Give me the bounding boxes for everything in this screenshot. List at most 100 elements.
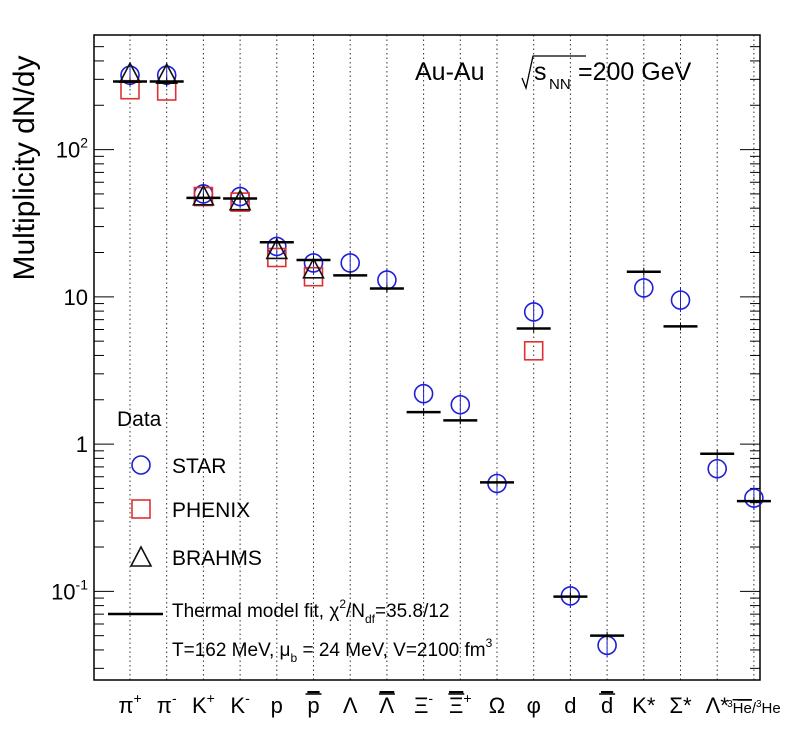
star-point — [633, 278, 654, 298]
label-base: π — [157, 693, 172, 718]
label-sup: - — [172, 690, 177, 706]
y-tick-exp: -1 — [76, 576, 89, 592]
label-sup: - — [428, 690, 433, 706]
x-tick-label: d — [601, 693, 613, 718]
brahms-point — [228, 188, 252, 211]
label-base: Ξ — [414, 693, 428, 718]
label-base: He — [733, 700, 752, 717]
label-base: Ω — [489, 693, 505, 718]
fit-sq: 2 — [339, 597, 346, 611]
label-base: Ξ — [449, 693, 463, 718]
x-tick-label: Ξ- — [414, 690, 433, 718]
x-tick-label: π+ — [118, 690, 141, 718]
label-base: K — [230, 693, 245, 718]
legend-params-label: T=162 MeV, μb = 24 MeV, V=2100 fm3 — [172, 636, 493, 665]
label-base: K* — [632, 693, 656, 718]
x-tick-label: Ω — [489, 693, 505, 718]
sqrt-sign-icon — [521, 55, 586, 91]
label-base: p — [307, 693, 319, 718]
brahms-point — [302, 257, 325, 279]
fit-tail: =35.8/12 — [375, 601, 450, 622]
title-nn: NN — [549, 76, 571, 93]
title-energy: =200 GeV — [578, 58, 692, 86]
label-pre2: 3 — [756, 699, 762, 710]
label-sup: + — [207, 690, 215, 706]
x-tick-label: Λ — [343, 693, 358, 718]
label-base: d — [601, 693, 613, 718]
label-base: d — [564, 693, 576, 718]
legend-brahms-marker — [129, 545, 153, 567]
legend-header: Data — [117, 408, 162, 431]
legend-brahms-label: BRAHMS — [172, 547, 262, 570]
y-tick-exp: 2 — [80, 135, 88, 151]
star-point — [266, 236, 287, 257]
label-slash: / — [752, 700, 757, 717]
legend-fit-label: Thermal model fit, χ2/Ndf=35.8/12 — [172, 597, 450, 626]
x-tick-label: 3He/3He — [727, 699, 781, 717]
legend-phenix-marker — [131, 499, 151, 519]
phenix-point — [523, 341, 544, 361]
label-sup: + — [134, 690, 142, 706]
plot-frame — [93, 34, 761, 681]
star-point — [707, 458, 728, 479]
x-tick-label: K+ — [192, 690, 215, 718]
label-base2: He — [762, 700, 781, 717]
chart-title: Au-Au s NN =200 GeV — [415, 55, 692, 93]
label-base: φ — [527, 693, 541, 718]
title-s: s — [534, 58, 547, 86]
params-sub: b — [291, 651, 298, 665]
star-point — [670, 290, 691, 310]
star-point — [303, 253, 324, 273]
y-tick-base: 10 — [51, 579, 75, 604]
phenix-point — [230, 192, 250, 212]
x-tick-label: π- — [157, 690, 177, 718]
label-base: Λ — [343, 693, 358, 718]
params-b: = 24 MeV, V=2100 fm — [297, 640, 485, 661]
label-base: Λ — [380, 693, 395, 718]
star-point — [523, 302, 544, 322]
brahms-point — [192, 184, 215, 206]
label-base: p — [271, 693, 283, 718]
x-tick-label: K* — [632, 693, 656, 718]
x-tick-label: Λ* — [706, 693, 730, 718]
label-base: K — [192, 693, 207, 718]
legend-star-label: STAR — [172, 455, 226, 478]
x-tick-label: d — [564, 693, 576, 718]
brahms-point — [265, 237, 289, 260]
y-axis-label: Multiplicity dN/dy — [8, 55, 41, 280]
label-pre: 3 — [727, 699, 733, 710]
grid-lines — [129, 35, 755, 680]
x-tick-label: Λ — [380, 693, 395, 718]
fit-sub: df — [365, 612, 376, 626]
label-sup: - — [245, 690, 250, 706]
star-point — [413, 383, 434, 404]
y-tick-label: 10-1 — [51, 576, 88, 604]
label-sup: + — [463, 690, 471, 706]
x-tick-label: Σ* — [669, 693, 692, 718]
legend: Data STAR PHENIX BRAHMS Thermal model fi… — [108, 408, 493, 665]
y-tick-label: 10 — [64, 285, 88, 310]
y-tick-base: 10 — [56, 138, 80, 163]
params-sup: 3 — [486, 636, 493, 650]
title-system: Au-Au — [415, 58, 484, 86]
label-base: Σ* — [669, 693, 692, 718]
y-tick-label: 102 — [56, 135, 88, 163]
x-tick-label: K- — [230, 690, 250, 718]
params-a: T=162 MeV, μ — [172, 640, 291, 661]
x-tick-label: φ — [527, 693, 541, 718]
x-tick-label: Ξ+ — [449, 690, 472, 718]
fit-mid: /N — [346, 601, 365, 622]
x-tick-label: p — [307, 693, 319, 718]
data-marks — [113, 61, 771, 658]
label-base: Λ* — [706, 693, 730, 718]
label-base: π — [118, 693, 133, 718]
legend-phenix-label: PHENIX — [172, 499, 250, 522]
fit-lead: Thermal model fit, χ — [172, 601, 339, 622]
legend-star-marker — [131, 455, 151, 475]
y-tick-label: 1 — [76, 432, 88, 457]
star-point — [744, 488, 764, 508]
star-point — [450, 394, 471, 415]
